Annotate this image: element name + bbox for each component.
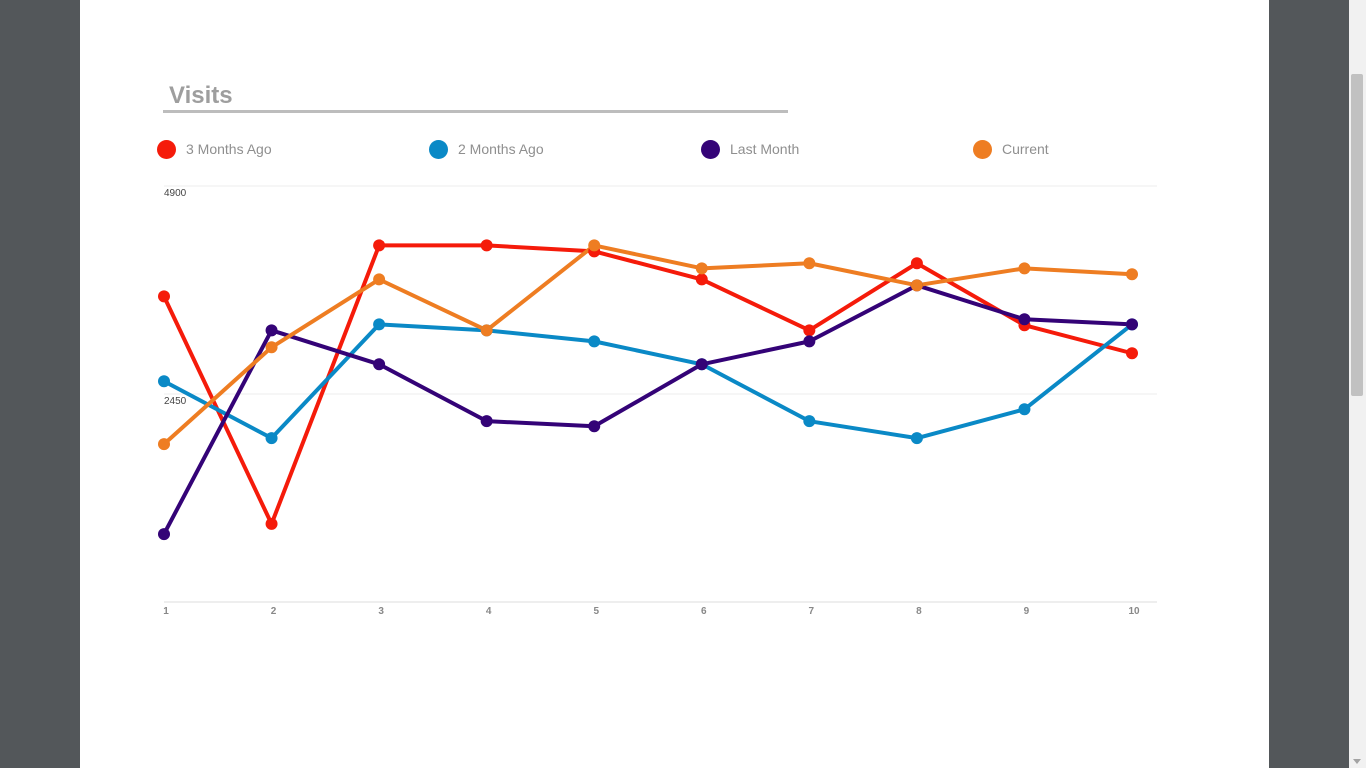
scrollbar-thumb[interactable]: [1351, 74, 1363, 396]
data-point-series-4: [373, 273, 386, 286]
data-point-series-3: [373, 358, 386, 371]
legend-swatch-3-months-ago: [157, 139, 176, 159]
x-tick-label: 4: [486, 606, 492, 617]
data-point-series-1: [695, 273, 708, 286]
data-point-series-1: [803, 324, 816, 337]
data-point-series-1: [1126, 347, 1138, 360]
data-point-series-1: [158, 290, 170, 303]
legend-label-3-months-ago: 3 Months Ago: [186, 141, 272, 157]
x-tick-label: 9: [1024, 606, 1030, 617]
data-point-series-3: [588, 420, 601, 433]
x-tick-label: 10: [1128, 606, 1140, 617]
data-point-series-2: [265, 432, 278, 445]
legend-label-2-months-ago: 2 Months Ago: [458, 141, 544, 157]
legend-swatch-last-month: [701, 139, 720, 159]
vertical-scrollbar[interactable]: [1349, 0, 1366, 768]
legend-swatch-2-months-ago: [429, 139, 448, 159]
legend-item-current[interactable]: Current: [973, 139, 1049, 159]
y-tick-label: 2450: [164, 396, 187, 407]
series-line-4: [162, 243, 1134, 447]
legend-swatch-current: [973, 139, 992, 159]
data-point-series-4: [265, 341, 278, 354]
data-point-series-2: [373, 318, 386, 331]
data-point-series-2: [910, 432, 923, 445]
data-point-series-4: [158, 438, 170, 451]
data-point-series-3: [695, 358, 708, 371]
series-line-3: [162, 283, 1134, 537]
data-point-series-2: [1018, 403, 1031, 416]
data-point-series-4: [803, 257, 816, 270]
line-chart: 2450 4900 1 2 3 4 5 6 7 8 9 10: [158, 185, 1157, 617]
legend-label-current: Current: [1002, 141, 1049, 157]
legend-item-3-months-ago[interactable]: 3 Months Ago: [157, 139, 272, 159]
x-tick-label: 5: [593, 606, 599, 617]
data-point-series-3: [265, 324, 278, 337]
data-point-series-4: [588, 239, 601, 252]
data-point-series-1: [910, 257, 923, 270]
scroll-down-arrow-icon[interactable]: [1353, 759, 1361, 764]
data-point-series-4: [910, 279, 923, 292]
data-point-series-3: [1018, 313, 1031, 326]
data-point-series-3: [803, 335, 816, 348]
x-tick-label: 6: [701, 606, 707, 617]
x-tick-label: 7: [809, 606, 815, 617]
data-point-series-3: [1126, 318, 1138, 331]
legend-item-2-months-ago[interactable]: 2 Months Ago: [429, 139, 544, 159]
x-tick-label: 2: [271, 606, 277, 617]
data-point-series-1: [265, 517, 278, 530]
legend-label-last-month: Last Month: [730, 141, 800, 157]
series-line-1: [162, 243, 1134, 526]
data-point-series-1: [480, 239, 493, 252]
y-tick-label: 4900: [164, 188, 187, 199]
data-point-series-3: [158, 528, 170, 541]
x-tick-label: 3: [378, 606, 384, 617]
data-point-series-4: [480, 324, 493, 337]
report-page: Visits 3 Months Ago 2 Months Ago Last Mo…: [80, 0, 1269, 768]
data-point-series-3: [480, 415, 493, 428]
series-line-2: [162, 322, 1134, 441]
x-tick-label: 1: [163, 606, 169, 617]
data-point-series-2: [803, 415, 816, 428]
data-point-series-4: [1126, 268, 1138, 281]
title-underline: [163, 110, 788, 113]
data-point-series-4: [1018, 262, 1031, 275]
x-tick-label: 8: [916, 606, 922, 617]
data-point-series-2: [588, 335, 601, 348]
chart-title: Visits: [169, 82, 233, 109]
data-point-series-1: [373, 239, 386, 252]
legend-item-last-month[interactable]: Last Month: [701, 139, 799, 159]
data-point-series-2: [158, 375, 170, 388]
data-point-series-4: [695, 262, 708, 275]
